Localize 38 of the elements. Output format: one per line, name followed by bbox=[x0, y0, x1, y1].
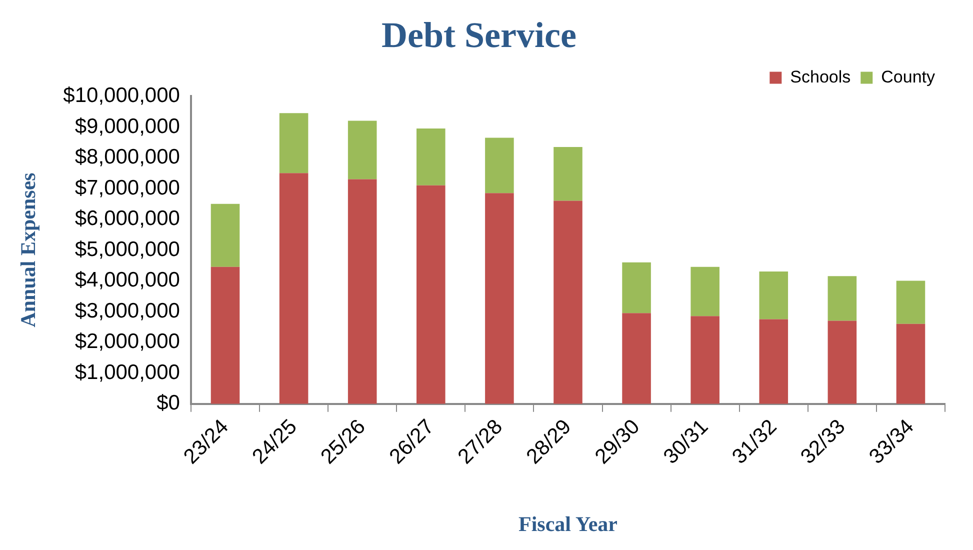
y-tick-label: $2,000,000 bbox=[74, 330, 180, 354]
y-tick-label: $7,000,000 bbox=[74, 176, 180, 200]
bar bbox=[348, 179, 377, 404]
bar bbox=[690, 316, 720, 404]
bar bbox=[416, 185, 446, 404]
x-axis-title: Fiscal Year bbox=[518, 512, 618, 536]
bar bbox=[828, 276, 857, 321]
bar bbox=[896, 280, 926, 324]
bar bbox=[622, 313, 651, 404]
bar bbox=[759, 272, 788, 320]
legend-label: Schools bbox=[790, 67, 851, 86]
chart-title: Debt Service bbox=[382, 14, 576, 55]
bar bbox=[690, 266, 720, 316]
bar bbox=[416, 128, 446, 186]
bar bbox=[485, 193, 514, 404]
y-tick-label: $10,000,000 bbox=[63, 84, 180, 107]
bar bbox=[279, 173, 308, 404]
y-tick-label: $9,000,000 bbox=[74, 114, 180, 138]
bar bbox=[210, 204, 240, 267]
y-tick-label: $5,000,000 bbox=[74, 238, 180, 261]
y-tick-label: $0 bbox=[156, 392, 180, 415]
y-tick-label: $1,000,000 bbox=[74, 360, 180, 384]
y-tick-label: $8,000,000 bbox=[74, 146, 180, 169]
bar bbox=[828, 320, 857, 404]
bar bbox=[485, 138, 514, 194]
bar bbox=[554, 200, 582, 404]
bar bbox=[759, 319, 788, 404]
y-axis-title: Annual Expenses bbox=[16, 172, 40, 328]
bar bbox=[210, 266, 240, 404]
bar bbox=[896, 324, 926, 404]
bar bbox=[554, 146, 582, 201]
bar bbox=[622, 262, 651, 314]
bar bbox=[348, 120, 377, 180]
bar bbox=[279, 113, 308, 174]
y-tick-label: $6,000,000 bbox=[74, 207, 180, 230]
y-tick-label: $3,000,000 bbox=[74, 299, 180, 322]
y-tick-label: $4,000,000 bbox=[74, 268, 180, 292]
legend-label: County bbox=[881, 67, 936, 86]
